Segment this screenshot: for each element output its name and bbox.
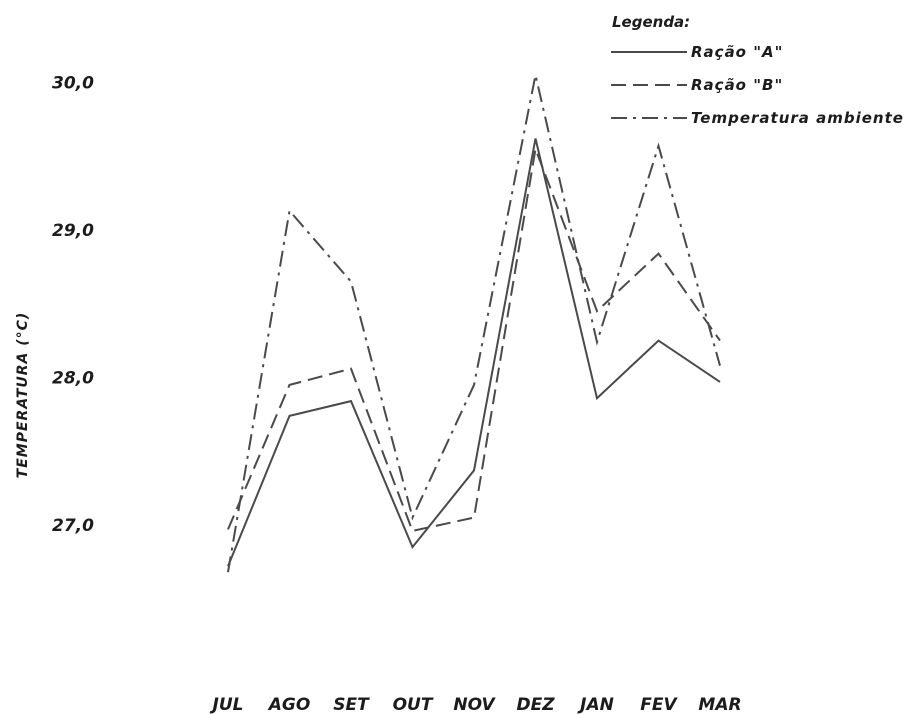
x-tick-labels: JUL AGO SET OUT NOV DEZ JAN FEV MAR xyxy=(210,695,742,714)
y-tick-label-30-0: 30,0 xyxy=(52,74,94,94)
legend-title: Legenda: xyxy=(612,13,690,31)
legend-label-temperatura-ambiente: Temperatura ambiente xyxy=(691,109,904,127)
x-tick-label-dez: DEZ xyxy=(516,695,555,714)
x-tick-label-set: SET xyxy=(333,695,370,714)
y-tick-label-29-0: 29,0 xyxy=(52,221,94,241)
y-axis-label: TEMPERATURA (°C) xyxy=(15,312,31,479)
x-tick-label-ago: AGO xyxy=(267,695,311,714)
legend-label-ra-o-b: Ração "B" xyxy=(691,76,783,94)
x-tick-label-jul: JUL xyxy=(210,695,244,714)
y-tick-label-27-0: 27,0 xyxy=(52,516,94,536)
series-line-temperatura-ambiente xyxy=(227,74,721,573)
y-tick-label-28-0: 28,0 xyxy=(52,369,94,389)
legend-label-ra-o-a: Ração "A" xyxy=(691,43,783,61)
y-tick-labels: 27,0 28,0 29,0 30,0 xyxy=(52,74,94,537)
x-tick-label-nov: NOV xyxy=(453,695,496,714)
legend-items: Ração "A" Ração "B" Temperatura ambiente xyxy=(611,43,904,127)
y-axis-label-group: TEMPERATURA (°C) xyxy=(15,312,31,479)
legend: Legenda: Ração "A" Ração "B" Temperatura a… xyxy=(611,13,904,127)
series-line-ra-o-a xyxy=(227,138,721,567)
x-tick-label-out: OUT xyxy=(393,695,434,714)
series-lines xyxy=(227,74,721,573)
x-tick-label-jan: JAN xyxy=(577,695,614,714)
x-tick-label-fev: FEV xyxy=(640,695,678,714)
x-tick-label-mar: MAR xyxy=(698,695,741,714)
series-line-ra-o-b xyxy=(227,145,721,533)
